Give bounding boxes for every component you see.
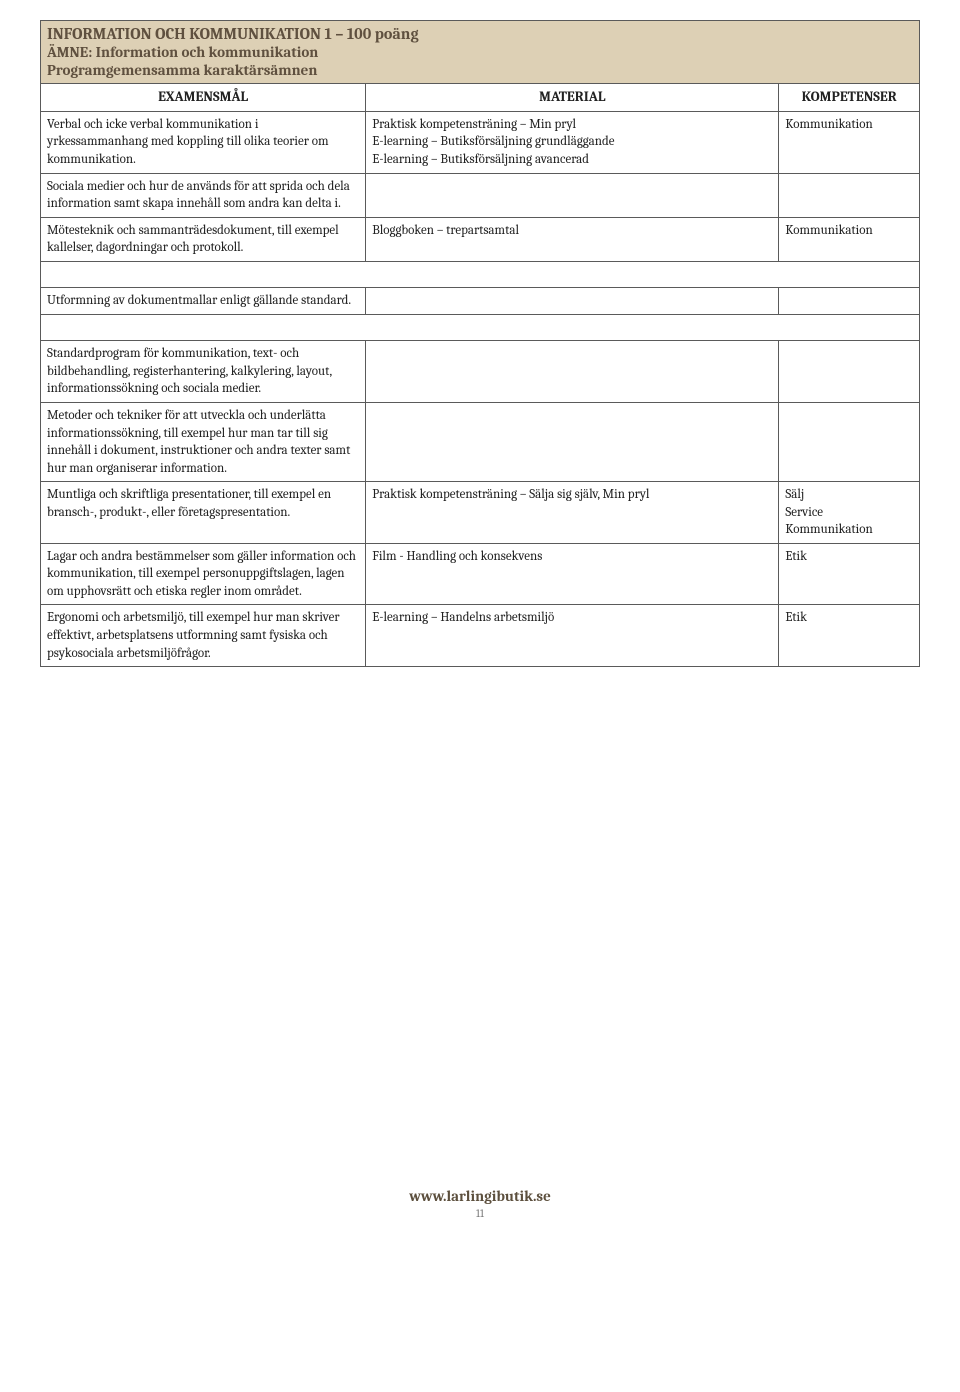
table-row: Mötesteknik och sammanträdesdokument, ti… [41,217,920,261]
cell-material: E-learning – Handelns arbetsmiljö [366,605,779,667]
cell-goal: Utformning av dokumentmallar enligt gäll… [41,288,366,315]
cell-competence [779,403,920,482]
cell-material [366,288,779,315]
course-table: EXAMENSMÅL MATERIAL KOMPETENSER Verbal o… [40,83,920,667]
table-row: Utformning av dokumentmallar enligt gäll… [41,288,920,315]
cell-material [366,341,779,403]
cell-goal: Lagar och andra bestämmelser som gäller … [41,543,366,605]
cell-competence: SäljServiceKommunikation [779,482,920,544]
cell-competence [779,288,920,315]
cell-goal: Muntliga och skriftliga presentationer, … [41,482,366,544]
course-title: INFORMATION OCH KOMMUNIKATION 1 – 100 po… [40,20,920,43]
table-body: Verbal och icke verbal kommunikation i y… [41,111,920,666]
table-header-row: EXAMENSMÅL MATERIAL KOMPETENSER [41,84,920,112]
cell-competence: Kommunikation [779,111,920,173]
cell-competence: Kommunikation [779,217,920,261]
cell-material [366,403,779,482]
spacer-cell [779,261,920,288]
cell-competence: Etik [779,543,920,605]
cell-material: Film - Handling och konsekvens [366,543,779,605]
spacer-cell [41,314,366,341]
page-number: 11 [40,1207,920,1220]
cell-material: Bloggboken – trepartsamtal [366,217,779,261]
table-row: Muntliga och skriftliga presentationer, … [41,482,920,544]
cell-goal: Metoder och tekniker för att utveckla oc… [41,403,366,482]
cell-goal: Mötesteknik och sammanträdesdokument, ti… [41,217,366,261]
table-row: Standardprogram för kommunikation, text-… [41,341,920,403]
spacer-cell [779,314,920,341]
table-row: Sociala medier och hur de används för at… [41,173,920,217]
programme-line: Programgemensamma karaktärsämnen [40,61,920,83]
cell-goal: Sociala medier och hur de används för at… [41,173,366,217]
col-header-goal: EXAMENSMÅL [41,84,366,112]
cell-material [366,173,779,217]
spacer-row [41,261,920,288]
spacer-row [41,314,920,341]
table-row: Ergonomi och arbetsmiljö, till exempel h… [41,605,920,667]
col-header-competence: KOMPETENSER [779,84,920,112]
table-row: Lagar och andra bestämmelser som gäller … [41,543,920,605]
cell-material: Praktisk kompetensträning – Min prylE-le… [366,111,779,173]
table-row: Verbal och icke verbal kommunikation i y… [41,111,920,173]
footer-url: www.larlingibutik.se [40,1187,920,1205]
spacer-cell [366,261,779,288]
cell-competence [779,341,920,403]
spacer-cell [366,314,779,341]
cell-material: Praktisk kompetensträning – Sälja sig sj… [366,482,779,544]
table-row: Metoder och tekniker för att utveckla oc… [41,403,920,482]
cell-competence: Etik [779,605,920,667]
col-header-material: MATERIAL [366,84,779,112]
spacer-cell [41,261,366,288]
cell-competence [779,173,920,217]
cell-goal: Verbal och icke verbal kommunikation i y… [41,111,366,173]
cell-goal: Standardprogram för kommunikation, text-… [41,341,366,403]
cell-goal: Ergonomi och arbetsmiljö, till exempel h… [41,605,366,667]
subject-line: ÄMNE: Information och kommunikation [40,43,920,61]
